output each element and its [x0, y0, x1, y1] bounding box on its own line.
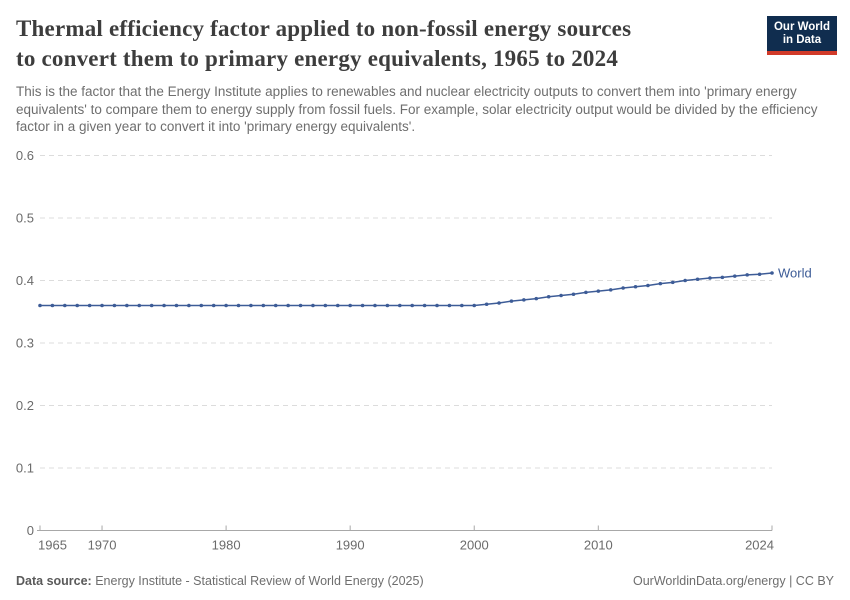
owid-logo: Our World in Data [766, 16, 837, 55]
data-point[interactable] [745, 273, 749, 277]
data-point[interactable] [410, 303, 415, 308]
chart-title-line1: Thermal efficiency factor applied to non… [16, 16, 632, 41]
data-point[interactable] [323, 303, 328, 308]
data-point[interactable] [770, 271, 774, 275]
data-point[interactable] [397, 303, 402, 308]
data-point[interactable] [658, 281, 663, 286]
data-point[interactable] [112, 303, 117, 308]
data-point[interactable] [596, 289, 601, 293]
data-point[interactable] [385, 303, 390, 308]
data-point[interactable] [435, 303, 439, 308]
data-point[interactable] [422, 303, 427, 308]
data-point[interactable] [460, 303, 464, 308]
data-point[interactable] [559, 293, 563, 298]
data-point[interactable] [286, 303, 290, 308]
data-point[interactable] [670, 280, 675, 285]
data-point[interactable] [174, 303, 179, 308]
y-axis-tick-label: 0.3 [16, 336, 34, 351]
data-point[interactable] [50, 303, 55, 308]
data-point[interactable] [311, 303, 315, 308]
data-point[interactable] [298, 303, 303, 308]
data-point[interactable] [683, 278, 687, 283]
owid-logo-line1: Our World [773, 21, 830, 33]
data-point[interactable] [708, 276, 712, 280]
data-point[interactable] [695, 277, 700, 282]
x-axis-tick-label: 1965 [38, 538, 67, 553]
x-axis-tick-label: 1970 [88, 538, 117, 553]
chart-title: Thermal efficiency factor applied to non… [16, 14, 834, 74]
data-point[interactable] [249, 303, 253, 308]
world-series-line[interactable] [40, 272, 773, 307]
data-point[interactable] [125, 303, 129, 308]
x-axis-tick-label: 1980 [212, 538, 241, 553]
x-axis-tick-label: 2024 [745, 538, 774, 553]
data-point[interactable] [546, 294, 551, 299]
y-axis-tick-label: 0.6 [16, 148, 34, 163]
data-point[interactable] [273, 303, 278, 308]
data-point[interactable] [360, 303, 365, 308]
y-axis-tick-label: 0.2 [16, 398, 34, 413]
x-axis-tick-label: 2000 [460, 538, 489, 553]
data-point[interactable] [522, 298, 526, 302]
data-point[interactable] [584, 290, 588, 295]
data-point[interactable] [224, 303, 228, 308]
data-point[interactable] [621, 286, 625, 290]
data-point[interactable] [261, 303, 266, 308]
chart-footer: Data source: Energy Institute - Statisti… [16, 574, 834, 588]
chart-header: Thermal efficiency factor applied to non… [16, 14, 837, 136]
data-point[interactable] [608, 288, 613, 292]
owid-logo-line2: in Data [782, 34, 822, 46]
data-point[interactable] [447, 303, 452, 308]
data-point[interactable] [472, 303, 477, 308]
chart-subtitle: This is the factor that the Energy Insti… [16, 84, 818, 134]
credit-note: OurWorldinData.org/energy | CC BY [632, 574, 834, 588]
data-point[interactable] [187, 303, 191, 308]
data-point[interactable] [63, 303, 67, 308]
data-point[interactable] [38, 303, 42, 308]
y-axis-tick-label: 0 [27, 523, 34, 538]
data-source-label: Data source: [16, 574, 92, 588]
data-point[interactable] [757, 272, 762, 277]
data-point[interactable] [633, 284, 638, 289]
data-point[interactable] [720, 275, 725, 280]
x-axis-tick-label: 2010 [584, 538, 613, 553]
data-point[interactable] [137, 303, 142, 308]
data-point[interactable] [199, 303, 204, 308]
data-point[interactable] [211, 303, 216, 308]
data-point[interactable] [534, 296, 539, 301]
x-axis-tick-label: 1990 [336, 538, 365, 553]
y-axis-tick-label: 0.4 [16, 273, 34, 288]
data-point[interactable] [497, 301, 501, 305]
data-point[interactable] [348, 303, 352, 308]
data-point[interactable] [100, 303, 104, 308]
y-axis-tick-label: 0.5 [16, 211, 34, 226]
data-point[interactable] [149, 303, 154, 308]
data-source-note: Data source: Energy Institute - Statisti… [16, 574, 424, 588]
data-point[interactable] [335, 303, 340, 308]
data-point[interactable] [571, 292, 576, 297]
data-point[interactable] [162, 303, 166, 308]
data-point[interactable] [484, 302, 489, 307]
y-axis-tick-label: 0.1 [16, 461, 34, 476]
data-point[interactable] [236, 303, 241, 308]
series-label-world: World [778, 266, 812, 281]
data-source-text: Energy Institute - Statistical Review of… [95, 574, 424, 588]
data-point[interactable] [509, 299, 514, 303]
data-point[interactable] [87, 303, 92, 308]
chart-title-line2: to convert them to primary energy equiva… [16, 46, 619, 71]
data-point[interactable] [646, 283, 650, 288]
data-point[interactable] [373, 303, 377, 308]
data-point[interactable] [75, 303, 80, 308]
data-point[interactable] [732, 274, 737, 278]
